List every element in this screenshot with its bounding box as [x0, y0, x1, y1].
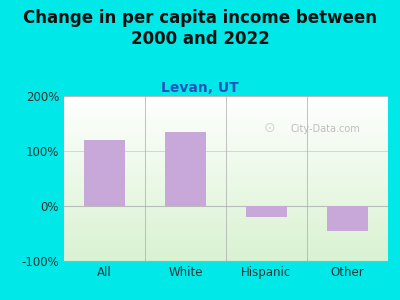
Text: ⊙: ⊙: [264, 121, 276, 135]
Bar: [246, 206, 287, 217]
Bar: [84, 140, 125, 206]
Text: Levan, UT: Levan, UT: [161, 81, 239, 95]
Text: Change in per capita income between
2000 and 2022: Change in per capita income between 2000…: [23, 9, 377, 48]
Bar: [165, 132, 206, 206]
Bar: [327, 206, 368, 231]
Text: City-Data.com: City-Data.com: [291, 124, 360, 134]
